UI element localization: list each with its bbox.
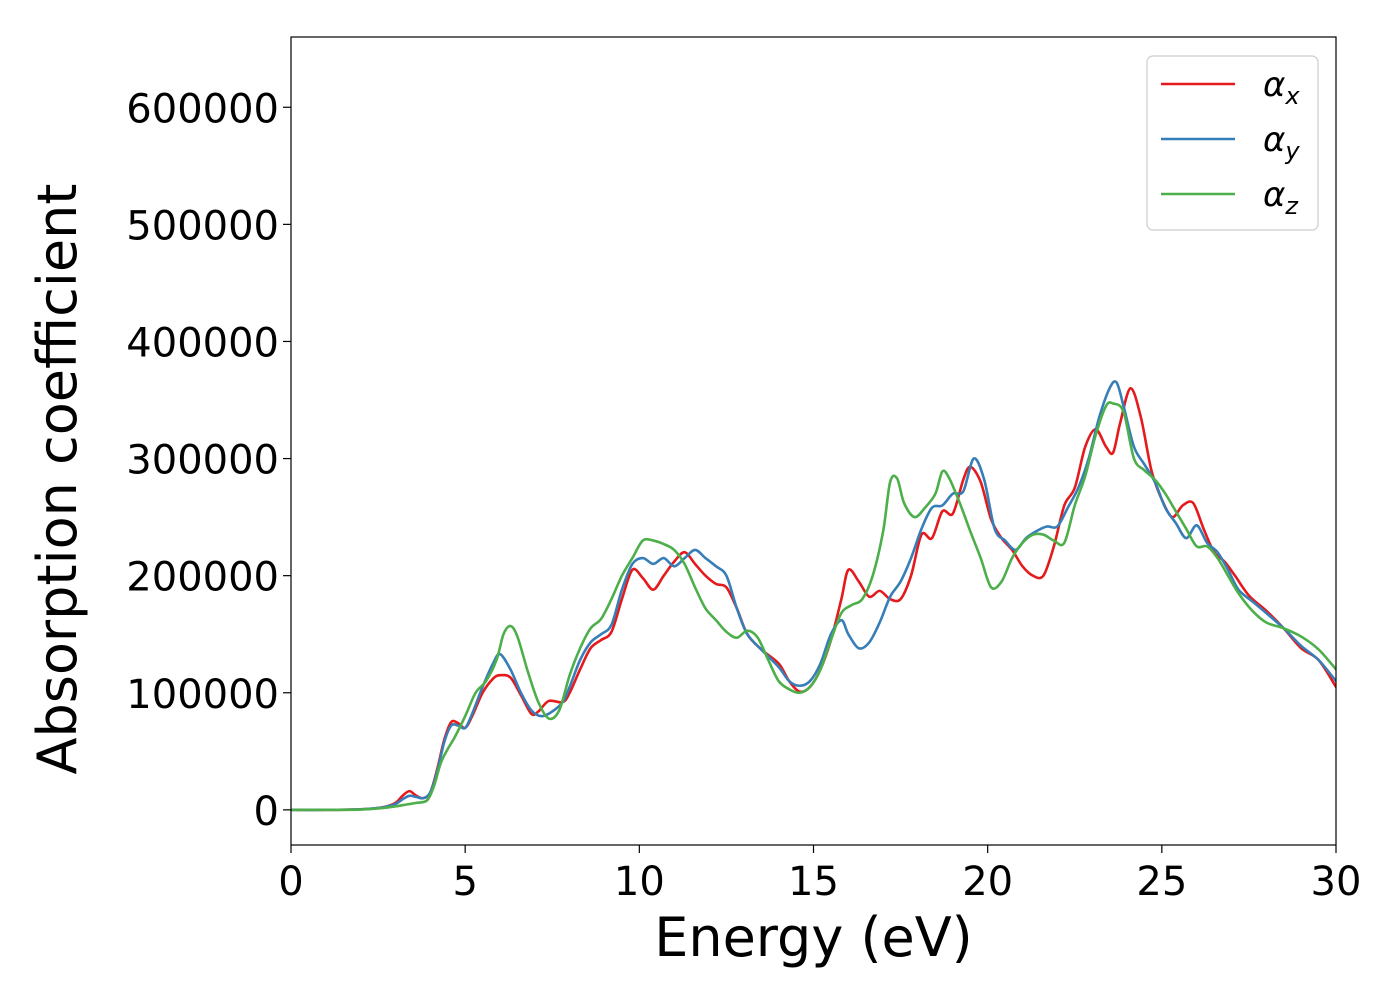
legend-label-x: αx bbox=[1263, 65, 1300, 110]
y-tick-label: 600000 bbox=[126, 86, 279, 132]
x-axis-ticks: 0 5 10 15 20 25 30 bbox=[278, 845, 1361, 905]
x-tick-label: 30 bbox=[1311, 859, 1362, 905]
y-axis-label: Absorption coefficient bbox=[26, 184, 89, 775]
series-line-y bbox=[291, 380, 1336, 812]
series-line-z bbox=[291, 401, 1336, 812]
y-axis-ticks: 0 100000 200000 300000 400000 500000 600000 bbox=[126, 86, 291, 835]
y-tick-label: 0 bbox=[254, 789, 279, 835]
series-layer bbox=[291, 380, 1336, 812]
legend-label-y: αy bbox=[1263, 120, 1300, 165]
y-tick-label: 100000 bbox=[126, 672, 279, 718]
x-tick-label: 10 bbox=[614, 859, 665, 905]
x-tick-label: 15 bbox=[788, 859, 839, 905]
x-tick-label: 5 bbox=[452, 859, 477, 905]
y-tick-label: 400000 bbox=[126, 320, 279, 366]
x-tick-label: 0 bbox=[278, 859, 303, 905]
x-tick-label: 20 bbox=[962, 859, 1013, 905]
x-axis-label: Energy (eV) bbox=[654, 906, 973, 969]
y-tick-label: 200000 bbox=[126, 555, 279, 601]
legend: αx αy αz bbox=[1146, 55, 1319, 231]
y-tick-label: 300000 bbox=[126, 438, 279, 484]
legend-box bbox=[1146, 55, 1319, 231]
y-tick-label: 500000 bbox=[126, 203, 279, 249]
x-tick-label: 25 bbox=[1136, 859, 1187, 905]
legend-label-z: αz bbox=[1263, 175, 1299, 220]
